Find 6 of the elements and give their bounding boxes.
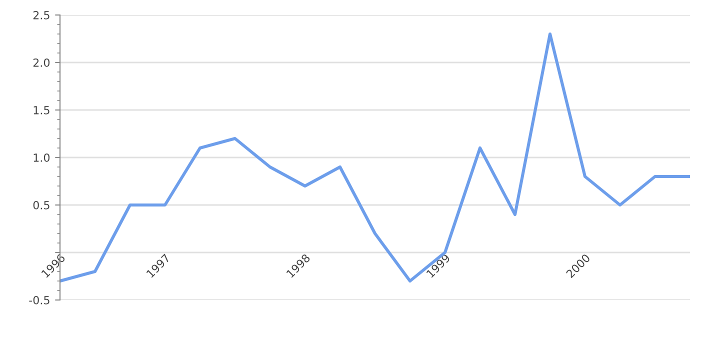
- y-tick-label: 1.0: [34, 153, 50, 162]
- y-tick-label: 0.5: [33, 200, 50, 210]
- y-tick-label: -0.5: [29, 296, 50, 304]
- y-tick-label: 2.5: [33, 10, 50, 20]
- y-tick-label: 2.0: [33, 58, 50, 67]
- y-tick-label: 1.5: [34, 106, 50, 114]
